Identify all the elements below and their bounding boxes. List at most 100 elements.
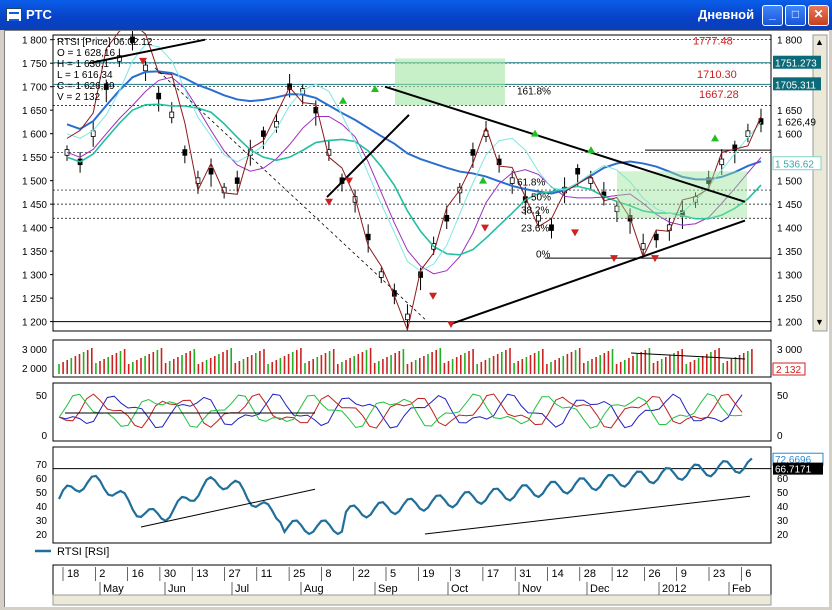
- rsi-y-tick: 20: [36, 530, 48, 541]
- app-icon: [6, 8, 22, 22]
- price-badge: [773, 55, 821, 69]
- rsi-y-tick: 60: [36, 474, 48, 485]
- fractal-down-marker: [429, 292, 437, 300]
- labels-layer: 1 800 1 750 1 700 1 650 1 600 1 550 1 500 1 450…: [22, 35, 824, 595]
- month-tick-label: 2012: [662, 583, 686, 595]
- envelope-upper: [66, 43, 762, 272]
- fib-retracement-label: 50%: [531, 192, 551, 203]
- price-candle: [470, 149, 476, 156]
- oscillator-layer: [58, 393, 743, 429]
- horizontal-scrollbar[interactable]: [52, 594, 772, 606]
- rsi-right-tick: 60: [777, 474, 789, 485]
- price-legend-line: L = 1 616,34: [57, 70, 113, 81]
- close-button[interactable]: ✕: [808, 5, 829, 26]
- cloud-area: [395, 58, 505, 106]
- osc-right-tick: 0: [777, 431, 783, 442]
- fib-retracement-label: 0%: [536, 250, 551, 261]
- day-tick-label: 17: [487, 568, 499, 580]
- day-tick-label: 22: [358, 568, 370, 580]
- fractal-down-marker: [481, 224, 489, 232]
- rsi-trend-line: [424, 495, 751, 535]
- day-tick-label: 14: [552, 568, 564, 580]
- fractal-up-marker: [711, 134, 719, 142]
- close-icon: ✕: [813, 7, 824, 21]
- time-axis: [52, 564, 772, 596]
- price-scrollbar[interactable]: [812, 34, 828, 332]
- price-y-tick: 1 800: [22, 36, 47, 47]
- rsi-y-tick: 50: [36, 488, 48, 499]
- trend-line: [384, 85, 746, 203]
- fractal-up-marker: [531, 129, 539, 137]
- price-candle: [169, 111, 175, 119]
- price-candle: [130, 36, 135, 43]
- price-y-tick: 1 550: [22, 153, 47, 164]
- month-tick-label: Sep: [378, 583, 398, 595]
- month-tick-label: Aug: [304, 583, 324, 595]
- price-legend-line: V = 2 132: [57, 92, 101, 103]
- price-y-tick: 1 250: [22, 294, 47, 305]
- price-candle: [640, 243, 646, 250]
- month-tick-label: Feb: [732, 583, 751, 595]
- long-moving-average: [66, 70, 762, 195]
- maximize-button[interactable]: □: [785, 5, 806, 26]
- month-tick-label: Jul: [235, 583, 249, 595]
- price-right-tick: 1 400: [777, 224, 802, 235]
- fib-retracement-label: 38.2%: [521, 206, 549, 217]
- rsi-right-tick: 20: [777, 530, 789, 541]
- price-candle: [549, 224, 554, 231]
- scroll-down-icon[interactable]: ▼: [815, 317, 824, 327]
- fib-retracement-label: 23.6%: [521, 223, 549, 234]
- price-badge: [773, 77, 821, 91]
- price-right-tick: 1 800: [777, 36, 802, 47]
- price-legend-line: H = 1 630,1: [57, 59, 109, 70]
- timeframe-label[interactable]: Дневной: [698, 7, 755, 22]
- day-tick-label: 23: [713, 568, 725, 580]
- volume-layer: [58, 348, 753, 374]
- rsi-y-tick: 30: [36, 516, 48, 527]
- fractal-down-marker: [139, 57, 147, 65]
- minimize-button[interactable]: _: [762, 5, 783, 26]
- minimize-icon: _: [769, 7, 776, 21]
- fractal-up-marker: [479, 176, 487, 184]
- price-legend-line: O = 1 628,16: [57, 48, 116, 59]
- price-candle: [509, 177, 515, 184]
- price-overlays: [66, 31, 762, 332]
- price-candle: [719, 158, 725, 166]
- price-y-tick: 1 400: [22, 224, 47, 235]
- rsi-y-tick: 70: [36, 460, 48, 471]
- plus-di-line: [58, 393, 743, 429]
- rsi-right-tick: 30: [777, 516, 789, 527]
- price-badge: [772, 156, 822, 171]
- fractal-down-marker: [610, 255, 618, 263]
- rsi-panel[interactable]: [52, 446, 772, 544]
- day-tick-label: 13: [196, 568, 208, 580]
- osc-right-tick: 50: [777, 391, 789, 402]
- price-candle: [378, 271, 384, 278]
- day-tick-label: 3: [455, 568, 461, 580]
- scroll-up-icon[interactable]: ▲: [815, 37, 824, 47]
- price-y-tick: 1 300: [22, 271, 47, 282]
- price-candle: [614, 205, 620, 213]
- price-y-tick: 1 500: [22, 177, 47, 188]
- price-candle: [103, 83, 109, 90]
- maximize-icon: □: [791, 7, 800, 21]
- price-right-tick: 1 626,49: [777, 117, 816, 128]
- cloud-area: [617, 171, 747, 219]
- day-tick-label: 6: [745, 568, 751, 580]
- price-badge-label: 1751.273: [775, 59, 817, 70]
- price-right-tick: 1 600: [777, 130, 802, 141]
- chart-area[interactable]: ▲ ▼ 1 800 1 750 1 700 1 650 1 600 1 550 1 500 1…: [4, 30, 829, 607]
- oscillator-panel[interactable]: [52, 382, 772, 442]
- price-y-tick: 1 350: [22, 247, 47, 258]
- price-y-tick: 1 750: [22, 59, 47, 70]
- adx-line: [58, 393, 743, 429]
- price-candle: [182, 149, 188, 156]
- price-right-tick: 1 200: [777, 318, 802, 329]
- rsi-layer: [53, 457, 771, 536]
- price-right-tick: 1 350: [777, 247, 802, 258]
- price-candle: [535, 215, 541, 222]
- price-right-tick: 1 650: [777, 106, 802, 117]
- price-candle: [143, 64, 148, 72]
- price-right-tick: 1 250: [777, 294, 802, 305]
